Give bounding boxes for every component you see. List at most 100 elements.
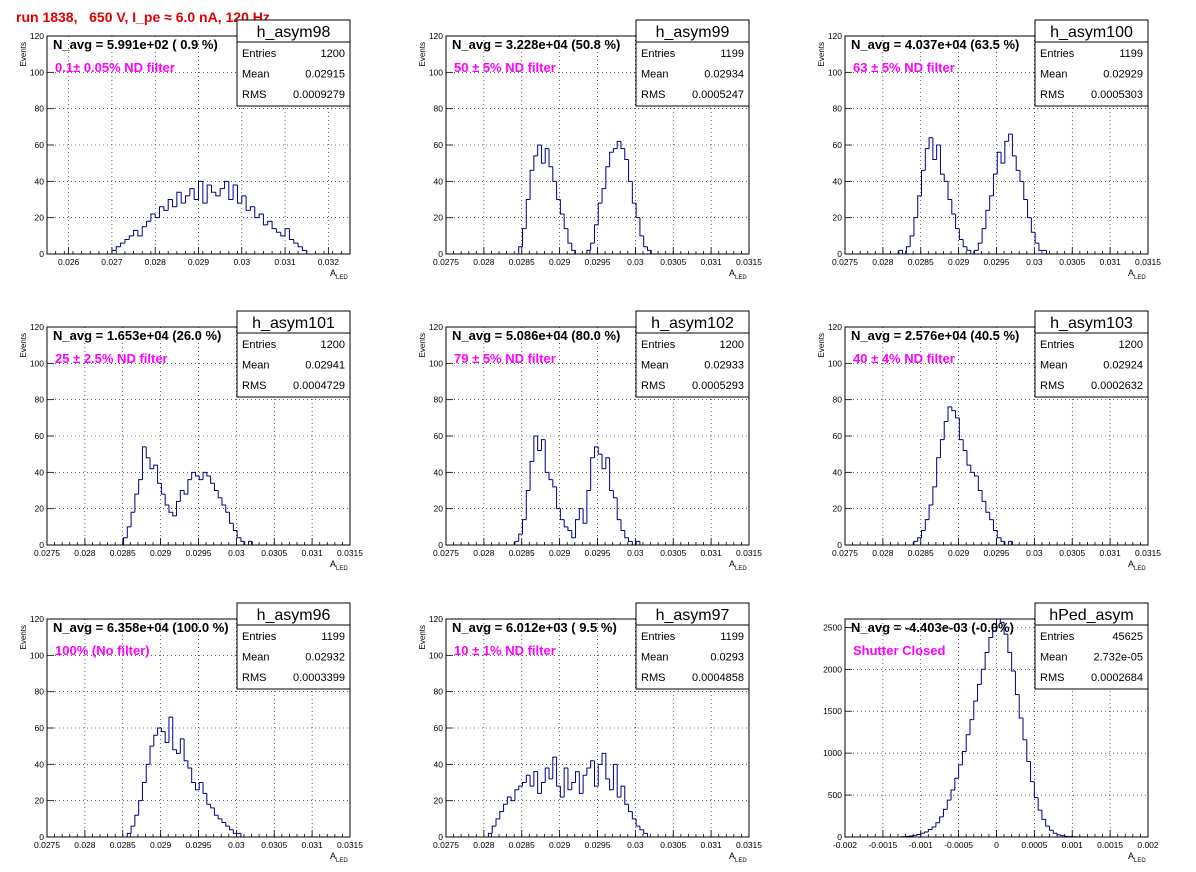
histogram-bin [193,188,199,200]
x-tick-label: -0.001 [909,840,933,850]
stats-label: Entries [242,631,277,643]
y-tick-label: 20 [833,504,843,514]
histogram-bin [992,519,998,531]
x-tick-label: 0.03 [627,548,644,558]
histogram-bin [124,238,130,244]
x-tick-label: 0.0305 [261,548,287,558]
y-tick-label: 0 [837,832,842,842]
histogram-bin [1015,155,1020,171]
navg-text: N_avg = 1.653e+04 (26.0 %) [53,328,221,343]
stats-label: RMS [641,89,665,101]
histogram-bin [518,246,523,254]
y-tick-label: 40 [434,759,444,769]
histogram-bin [974,472,979,477]
histogram-bin [575,519,580,538]
x-tick-label: 0.0285 [110,840,136,850]
histogram-bin [176,191,182,207]
histogram-bin [996,530,1002,539]
plot-frame [46,326,351,546]
stats-value: 0.0002632 [1091,380,1143,392]
panel-hPed_asym: -0.002 -0.0015 -0.001 -0.0005 0 0.0005 0.001 0.… [823,602,1159,864]
histogram-bin [586,249,591,254]
histogram-bin [251,541,257,546]
histogram-bin [962,239,967,248]
histogram-bin [1018,694,1024,719]
y-tick-label: 60 [434,140,444,150]
x-tick-label: 0.031 [700,840,722,850]
histogram-bin [232,523,238,531]
y-axis-label: Events [418,625,427,649]
histogram-bin [180,192,186,204]
stats-value: 1199 [720,48,744,60]
stats-value: 0.02932 [305,652,345,664]
histogram-bin [254,206,260,219]
histogram-bin [981,490,986,502]
histogram-bin [616,497,621,521]
histogram-bin [954,777,959,791]
y-tick-label: 0 [39,249,44,259]
histogram-bin [628,159,633,182]
stats-label: RMS [1040,672,1064,684]
histogram-bin [168,716,173,743]
panel-h_asym97: 0.0275 0.028 0.0285 0.029 0.0295 0.03 0.0305 0.… [418,602,762,864]
histogram-bin [213,483,219,491]
plot-frame [844,35,1149,255]
histogram-bin [179,490,185,502]
histogram-bin [609,778,614,791]
histogram-bin [1030,761,1035,783]
histogram-bin [965,734,970,752]
x-tick-label: 0.03 [1026,257,1043,267]
histogram-bin [164,731,169,744]
histogram-bin [563,519,568,528]
y-axis-label: Events [817,42,826,66]
histogram-bin [921,169,926,196]
histogram-bin [578,771,584,794]
histogram-bin [1008,540,1013,545]
y-tick-label: 80 [833,104,843,114]
histogram-bin [145,446,151,459]
x-tick-label: 0.029 [150,840,172,850]
histogram-bin [236,530,241,539]
y-tick-label: 120 [429,614,443,624]
histogram-bin [206,793,211,805]
histogram-bin [123,537,128,545]
x-tick-label: 0.031 [1099,548,1121,558]
histogram-bin [628,537,633,542]
x-tick-label: 0.0285 [908,257,934,267]
stats-label: Entries [242,48,277,60]
x-tick-label: 0.028 [145,257,167,267]
stats-value: 0.02915 [305,69,345,81]
histogram-bin [917,537,922,542]
histogram-bin [1014,670,1020,695]
histogram-bin [150,213,156,222]
histogram-bin [189,188,195,196]
histogram-bin [1027,199,1032,219]
stats-label: Mean [641,360,669,372]
histogram-bin [939,816,944,823]
histogram-bin [962,439,967,452]
histogram-bin [183,490,188,495]
histogram-bin [927,828,933,832]
histogram-bin [1011,652,1016,672]
y-tick-label: 100 [30,67,44,77]
histogram-bin [217,490,222,499]
y-tick-label: 20 [434,796,444,806]
y-tick-label: 0 [438,540,443,550]
histogram-bin [567,526,572,531]
y-tick-label: 120 [30,31,44,41]
x-tick-label: 0.027 [101,257,123,267]
y-axis-label: Events [817,333,826,357]
histogram-bin [240,537,245,542]
stats-label: RMS [641,672,665,684]
histogram-bin [898,249,903,254]
histogram-bin [163,206,169,211]
x-tick-label: 0.029 [150,548,172,558]
histogram-bin [571,782,576,790]
x-tick-label: 0.0305 [660,548,686,558]
x-tick-label: 0.0295 [585,548,611,558]
histogram-bin [126,526,132,538]
histogram-bin [134,814,139,827]
navg-text: N_avg = 5.991e+02 ( 0.9 %) [53,37,218,52]
histogram-bin [559,786,565,798]
histogram-bin [145,763,151,783]
